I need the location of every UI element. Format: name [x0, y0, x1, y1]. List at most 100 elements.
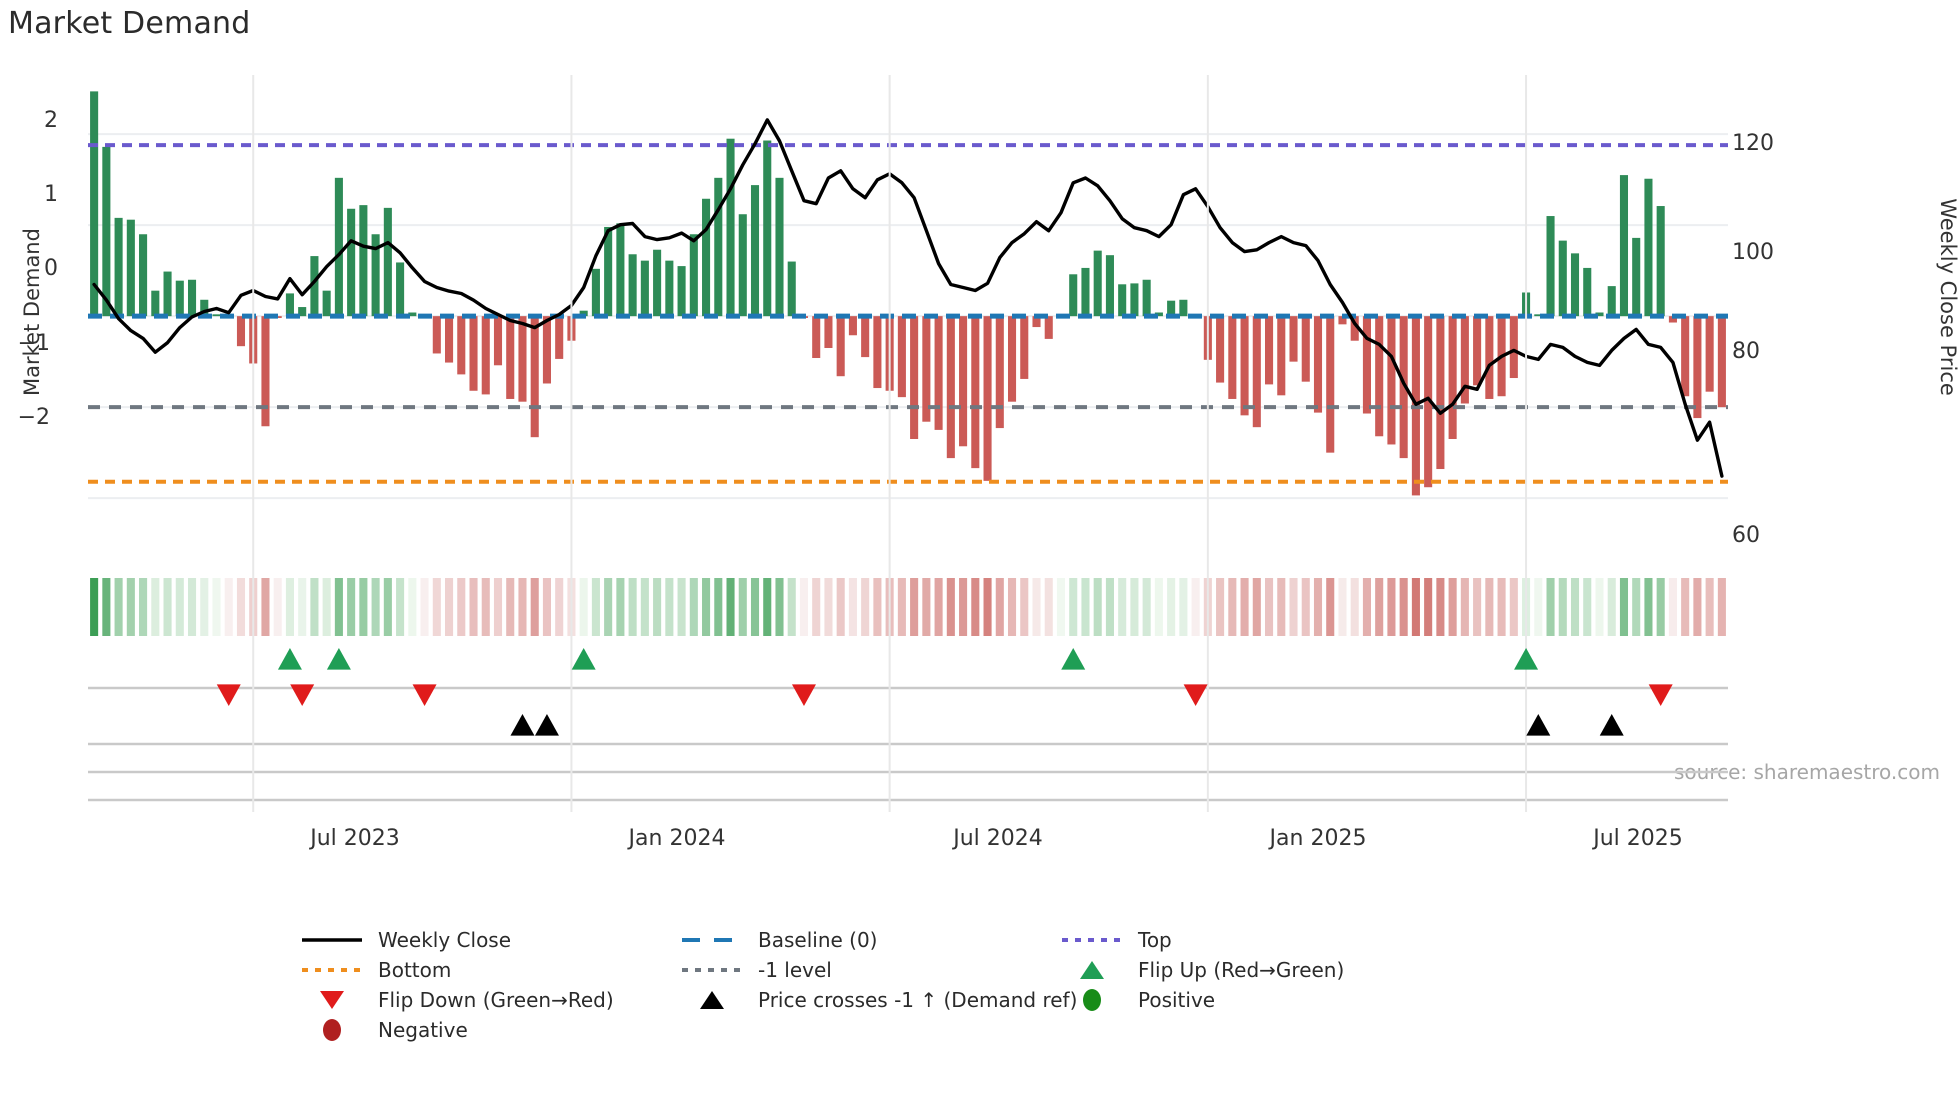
demand-bar	[628, 254, 637, 317]
heatmap-cell	[1265, 578, 1274, 636]
heatmap-cell	[114, 578, 123, 636]
demand-bar	[604, 226, 613, 317]
heatmap-cell	[763, 578, 772, 636]
demand-bar	[1387, 316, 1396, 445]
heatmap-cell	[1681, 578, 1690, 636]
heatmap-cell	[555, 578, 564, 636]
demand-bar	[873, 316, 882, 389]
demand-bar	[677, 266, 686, 317]
price-cross-marker	[1526, 714, 1551, 736]
heatmap-cell	[677, 578, 686, 636]
demand-bar	[665, 260, 674, 317]
demand-bar	[1350, 316, 1359, 341]
heatmap-cell	[1326, 578, 1335, 636]
x-tick-4: Jul 2025	[1593, 826, 1683, 851]
demand-bar	[1118, 284, 1127, 317]
legend-label: Positive	[1138, 988, 1216, 1012]
heatmap-cell	[506, 578, 515, 636]
heatmap-cell	[665, 578, 674, 636]
heatmap-cell	[616, 578, 625, 636]
demand-bar	[175, 280, 184, 317]
demand-bar	[1326, 316, 1335, 453]
price-cross-marker	[1599, 714, 1624, 736]
heatmap-cell	[396, 578, 405, 636]
heatmap-cell	[714, 578, 723, 636]
demand-bar	[1546, 216, 1555, 317]
heatmap-cell	[481, 578, 490, 636]
legend-item[interactable]: Price crosses -1 ↑ (Demand ref)	[680, 985, 1077, 1015]
legend-item[interactable]: Top	[1060, 925, 1480, 955]
heatmap-cell	[285, 578, 294, 636]
legend-item[interactable]: Positive	[1060, 985, 1480, 1015]
demand-bar	[1717, 316, 1726, 408]
demand-bar	[1681, 316, 1690, 397]
heatmap-cell	[1619, 578, 1629, 636]
demand-bar	[114, 217, 123, 317]
y-tick-left-2: 0	[44, 256, 58, 281]
demand-bar	[530, 316, 539, 438]
heatmap-cell	[457, 578, 466, 636]
demand-bar	[542, 316, 551, 384]
heatmap-cell	[1105, 578, 1114, 636]
heatmap-cell	[579, 578, 588, 636]
legend-label: Weekly Close	[378, 928, 512, 952]
flip-up-marker	[277, 648, 302, 670]
heatmap-cell	[1632, 578, 1641, 636]
demand-bar	[506, 316, 515, 399]
demand-bar	[1362, 316, 1371, 414]
heatmap-cell	[995, 578, 1004, 636]
solid-line-icon	[300, 928, 364, 952]
legend-item[interactable]: Bottom	[300, 955, 680, 985]
heatmap-cell	[1644, 578, 1653, 636]
heatmap-cell	[383, 578, 392, 636]
flip-down-marker	[1183, 684, 1208, 706]
heatmap-cell	[530, 578, 539, 636]
chart-legend: Weekly Close Baseline (0) Top Bottom -1 leve…	[300, 925, 1700, 1045]
heatmap-cell	[493, 578, 503, 636]
triangle-up-icon	[680, 988, 744, 1012]
heatmap-cell	[1705, 578, 1714, 636]
demand-bar	[1558, 240, 1567, 317]
heatmap-cell	[628, 578, 637, 636]
demand-bar	[775, 177, 784, 317]
heatmap-cell	[1118, 578, 1127, 636]
demand-bar	[432, 316, 441, 354]
heatmap-cell	[518, 578, 527, 636]
demand-bar	[163, 271, 172, 317]
x-tick-0: Jul 2023	[310, 826, 400, 851]
legend-item[interactable]: Negative	[300, 1015, 680, 1045]
heatmap-cell	[750, 578, 760, 636]
heatmap-cell	[1595, 578, 1604, 636]
demand-bar	[1509, 316, 1518, 379]
heatmap-cell	[1656, 578, 1665, 636]
demand-bar	[1644, 178, 1653, 317]
heatmap-cell	[775, 578, 784, 636]
demand-bar	[347, 208, 356, 317]
heatmap-cell	[1509, 578, 1518, 636]
heatmap-cell	[1607, 578, 1616, 636]
heatmap-cell	[1056, 578, 1066, 636]
heatmap-cell	[175, 578, 184, 636]
heatmap-cell	[236, 578, 246, 636]
heatmap-cell	[1289, 578, 1298, 636]
legend-item[interactable]: -1 level	[680, 955, 1060, 985]
circle-icon	[300, 1018, 364, 1042]
flip-up-marker	[326, 648, 351, 670]
legend-item[interactable]: Flip Up (Red→Green)	[1060, 955, 1480, 985]
legend-item[interactable]: Weekly Close	[300, 925, 680, 955]
demand-bar	[322, 290, 331, 317]
x-tick-2: Jul 2024	[953, 826, 1043, 851]
demand-bar	[469, 316, 478, 391]
heatmap-cell	[371, 578, 380, 636]
heatmap-cell	[139, 578, 148, 636]
legend-item[interactable]: Baseline (0)	[680, 925, 1060, 955]
heatmap-cell	[1240, 578, 1249, 636]
legend-item[interactable]: Flip Down (Green→Red)	[300, 985, 680, 1015]
demand-bar	[1069, 274, 1078, 317]
demand-bar	[897, 316, 906, 398]
demand-bar	[1179, 299, 1188, 317]
legend-label: Bottom	[378, 958, 452, 982]
demand-bar	[371, 234, 380, 317]
